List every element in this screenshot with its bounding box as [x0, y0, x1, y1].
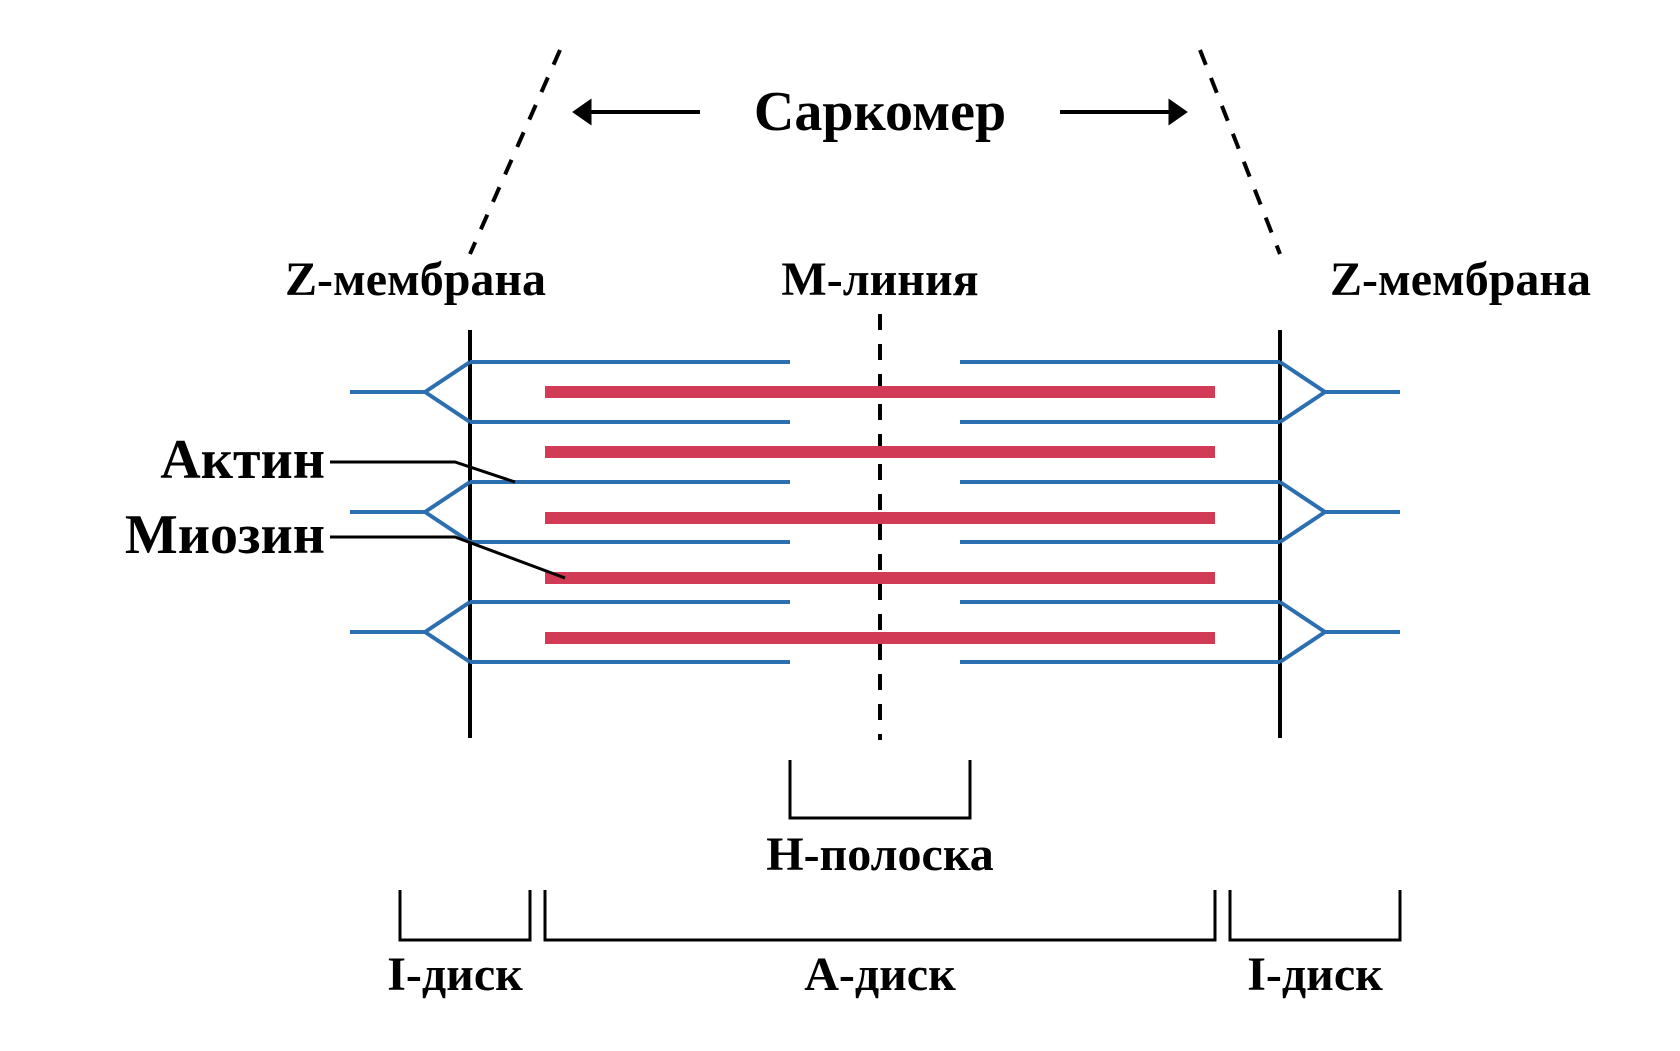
- actin-fork-right-dn-2: [1280, 632, 1325, 662]
- sarcomere-arrow-right-head: [1169, 99, 1187, 124]
- leader-dash-left: [470, 50, 560, 254]
- actin-fork-left-up-0: [425, 362, 470, 392]
- i-bracket-right: [1230, 890, 1400, 940]
- label-i_disc_right: I-диск: [1247, 948, 1383, 1001]
- label-z_right: Z-мембрана: [1330, 253, 1591, 306]
- label-h_zone: Н-полоска: [766, 828, 994, 881]
- actin-fork-right-dn-1: [1280, 512, 1325, 542]
- label-i_disc_left: I-диск: [387, 948, 523, 1001]
- label-m_line: М-линия: [781, 253, 978, 306]
- label-actin: Актин: [160, 429, 325, 491]
- sarcomere-arrow-left-head: [573, 99, 591, 124]
- i-bracket-left: [400, 890, 530, 940]
- label-myosin: Миозин: [125, 504, 325, 566]
- label-title: Саркомер: [754, 81, 1006, 143]
- actin-fork-left-dn-2: [425, 632, 470, 662]
- leader-dash-right: [1200, 50, 1280, 254]
- actin-fork-right-up-1: [1280, 482, 1325, 512]
- label-z_left: Z-мембрана: [285, 253, 546, 306]
- actin-fork-right-up-0: [1280, 362, 1325, 392]
- actin-fork-left-dn-0: [425, 392, 470, 422]
- actin-fork-left-up-2: [425, 602, 470, 632]
- h-bracket: [790, 760, 970, 818]
- label-a_disc: A-диск: [804, 948, 956, 1001]
- actin-fork-left-up-1: [425, 482, 470, 512]
- actin-fork-right-dn-0: [1280, 392, 1325, 422]
- a-bracket: [545, 890, 1215, 940]
- actin-fork-right-up-2: [1280, 602, 1325, 632]
- leader-actin: [330, 462, 515, 482]
